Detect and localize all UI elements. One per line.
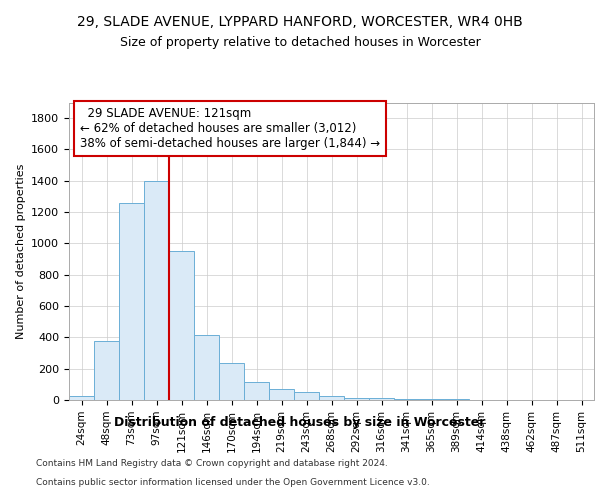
Bar	[369, 398, 394, 400]
Text: Distribution of detached houses by size in Worcester: Distribution of detached houses by size …	[115, 416, 485, 429]
Bar	[269, 389, 294, 400]
Bar	[94, 340, 119, 400]
Y-axis label: Number of detached properties: Number of detached properties	[16, 164, 26, 339]
Bar	[344, 398, 369, 400]
Bar	[219, 363, 244, 400]
Bar	[394, 399, 419, 400]
Bar	[169, 252, 194, 400]
Bar	[144, 181, 169, 400]
Bar	[69, 396, 94, 400]
Text: Contains HM Land Registry data © Crown copyright and database right 2024.: Contains HM Land Registry data © Crown c…	[36, 460, 388, 468]
Text: 29 SLADE AVENUE: 121sqm
← 62% of detached houses are smaller (3,012)
38% of semi: 29 SLADE AVENUE: 121sqm ← 62% of detache…	[79, 107, 380, 150]
Bar	[319, 396, 344, 400]
Text: Contains public sector information licensed under the Open Government Licence v3: Contains public sector information licen…	[36, 478, 430, 487]
Bar	[119, 202, 144, 400]
Bar	[294, 392, 319, 400]
Bar	[419, 399, 444, 400]
Bar	[444, 399, 469, 400]
Text: 29, SLADE AVENUE, LYPPARD HANFORD, WORCESTER, WR4 0HB: 29, SLADE AVENUE, LYPPARD HANFORD, WORCE…	[77, 16, 523, 30]
Text: Size of property relative to detached houses in Worcester: Size of property relative to detached ho…	[119, 36, 481, 49]
Bar	[244, 382, 269, 400]
Bar	[194, 335, 219, 400]
